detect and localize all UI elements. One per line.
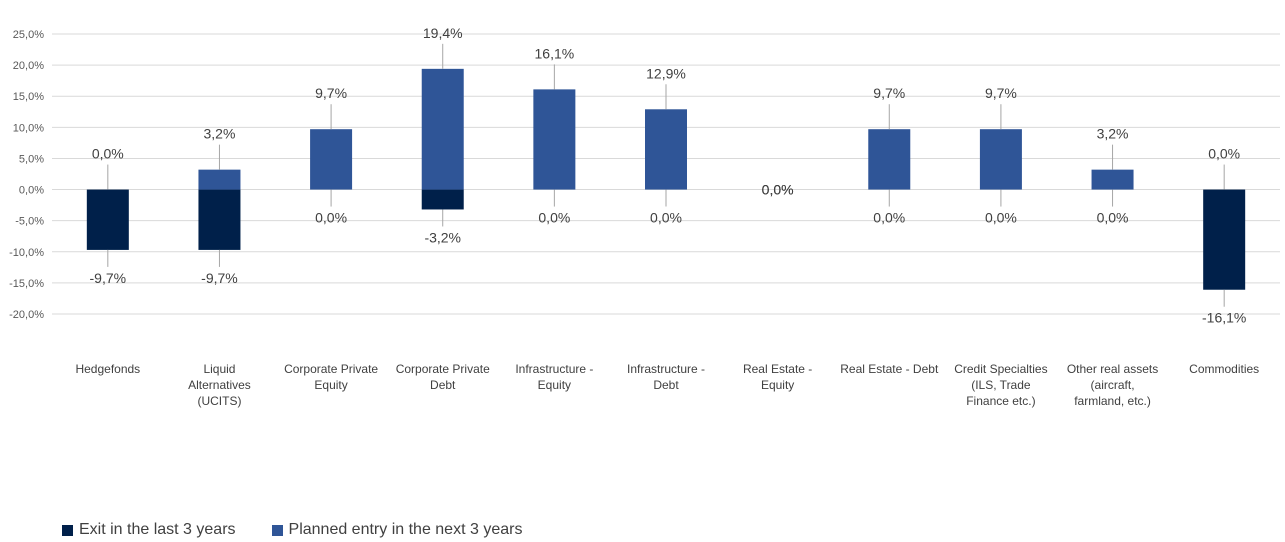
data-label-entry: 9,7% (985, 85, 1017, 101)
y-tick-label: -10,0% (9, 247, 44, 259)
category-label: Equity (761, 378, 794, 392)
category-label: Corporate Private (284, 362, 378, 376)
data-label-entry: 0,0% (1208, 146, 1240, 162)
data-label-entry: 19,4% (423, 25, 463, 41)
data-label-exit: 0,0% (315, 210, 347, 226)
data-label-entry: 0,0% (92, 146, 124, 162)
category-label: Alternatives (188, 378, 251, 392)
legend-item-entry: Planned entry in the next 3 years (271, 521, 523, 539)
data-label-exit: 0,0% (873, 210, 905, 226)
data-label-exit: 0,0% (538, 210, 570, 226)
legend-swatch-exit (62, 524, 73, 536)
category-label: Infrastructure - (627, 362, 705, 376)
data-label-exit: 0,0% (1097, 210, 1129, 226)
bar-entry (645, 109, 687, 190)
data-labels: 0,0% -9,7% 3,2% -9,7% 9,7% 0,0% 19,4% -3,2% 16,1… (90, 25, 1247, 326)
y-tick-label: 15,0% (13, 91, 44, 103)
category-label: Hedgefonds (75, 362, 140, 376)
bar-exit (198, 189, 241, 250)
category-label: (aircraft, (1091, 378, 1135, 392)
bar-entry (979, 129, 1022, 190)
category-label: (ILS, Trade (971, 378, 1031, 392)
y-tick-label: 20,0% (13, 60, 44, 72)
category-label: Liquid (203, 362, 235, 376)
data-label-exit: 0,0% (762, 182, 794, 198)
data-label-entry: 0,0% (762, 182, 794, 198)
category-label: Real Estate - Debt (840, 362, 939, 376)
category-label: Equity (538, 378, 571, 392)
legend-swatch-entry (271, 524, 283, 536)
bar-entry (1091, 169, 1134, 190)
data-label-exit: 0,0% (985, 210, 1017, 226)
y-tick-label: 10,0% (13, 122, 44, 134)
label-leader-lines (107, 43, 1225, 307)
data-label-exit: -3,2% (424, 229, 461, 245)
bar-entry (310, 129, 353, 190)
y-axis-ticks: 25,0% 20,0% 15,0% 10,0% 5,0% 0,0% -5,0% -10,0% -… (9, 29, 44, 321)
category-label: Commodities (1189, 362, 1259, 376)
legend-item-exit: Exit in the last 3 years (62, 521, 236, 539)
category-label: Credit Specialties (954, 362, 1047, 376)
category-label: Real Estate - (743, 362, 812, 376)
y-tick-label: -5,0% (15, 216, 44, 228)
legend-label-exit: Exit in the last 3 years (79, 521, 236, 538)
y-tick-label: 25,0% (13, 29, 44, 41)
category-label: Other real assets (1067, 362, 1158, 376)
category-label: Equity (314, 378, 347, 392)
legend-label-entry: Planned entry in the next 3 years (288, 521, 523, 538)
bar-entry (421, 68, 464, 190)
data-label-entry: 9,7% (873, 85, 905, 101)
data-label-exit: -9,7% (201, 270, 238, 286)
data-label-entry: 3,2% (1097, 126, 1129, 142)
category-label: Debt (430, 378, 456, 392)
bar-entry (533, 89, 576, 190)
y-tick-label: 5,0% (19, 153, 44, 165)
category-label: Debt (653, 378, 679, 392)
data-label-exit: -16,1% (1202, 310, 1246, 326)
data-label-entry: 9,7% (315, 85, 347, 101)
legend: Exit in the last 3 years Planned entry i… (62, 521, 522, 539)
data-label-entry: 12,9% (646, 65, 686, 81)
bar-exit (421, 189, 464, 210)
category-label: Infrastructure - (515, 362, 593, 376)
bars (86, 68, 1246, 290)
category-label: (UCITS) (197, 394, 241, 408)
data-label-exit: 0,0% (650, 210, 682, 226)
category-label: Corporate Private (396, 362, 490, 376)
bar-entry (868, 129, 911, 190)
data-label-entry: 16,1% (535, 45, 575, 61)
bar-entry (198, 169, 241, 190)
y-tick-label: -20,0% (9, 309, 44, 321)
bar-exit (86, 189, 129, 250)
bar-exit (1203, 189, 1246, 290)
data-label-exit: -9,7% (90, 270, 127, 286)
category-labels: Hedgefonds Liquid Alternatives (UCITS) Corpo… (75, 362, 1259, 408)
y-tick-label: -15,0% (9, 278, 44, 290)
y-tick-label: 0,0% (19, 185, 44, 197)
data-label-entry: 3,2% (203, 126, 235, 142)
chart: 25,0% 20,0% 15,0% 10,0% 5,0% 0,0% -5,0% -10,0% -… (9, 25, 1280, 408)
category-label: Finance etc.) (966, 394, 1035, 408)
category-label: farmland, etc.) (1074, 394, 1151, 408)
